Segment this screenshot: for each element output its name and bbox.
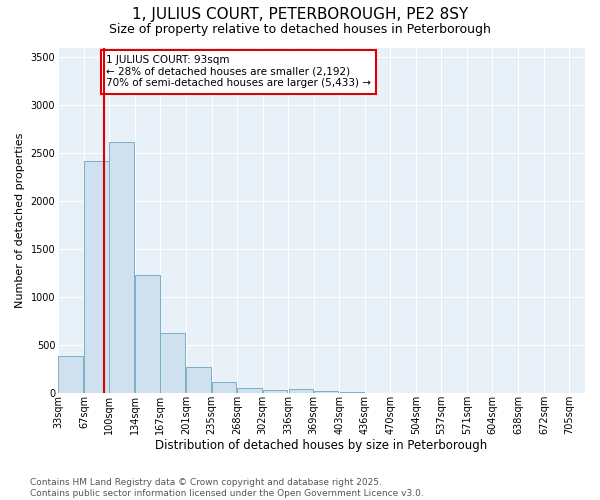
Bar [314, 392, 338, 393]
Text: Size of property relative to detached houses in Peterborough: Size of property relative to detached ho… [109, 22, 491, 36]
Bar [135, 275, 160, 393]
Text: Contains HM Land Registry data © Crown copyright and database right 2025.
Contai: Contains HM Land Registry data © Crown c… [30, 478, 424, 498]
Bar [212, 382, 236, 393]
Bar [340, 392, 364, 393]
Y-axis label: Number of detached properties: Number of detached properties [15, 132, 25, 308]
Bar [58, 356, 83, 393]
Bar [84, 161, 109, 393]
Bar [237, 388, 262, 393]
Bar [186, 368, 211, 393]
Bar [109, 142, 134, 393]
Bar [160, 332, 185, 393]
X-axis label: Distribution of detached houses by size in Peterborough: Distribution of detached houses by size … [155, 440, 488, 452]
Text: 1, JULIUS COURT, PETERBOROUGH, PE2 8SY: 1, JULIUS COURT, PETERBOROUGH, PE2 8SY [132, 8, 468, 22]
Bar [289, 389, 313, 393]
Bar [263, 390, 287, 393]
Text: 1 JULIUS COURT: 93sqm
← 28% of detached houses are smaller (2,192)
70% of semi-d: 1 JULIUS COURT: 93sqm ← 28% of detached … [106, 55, 371, 88]
